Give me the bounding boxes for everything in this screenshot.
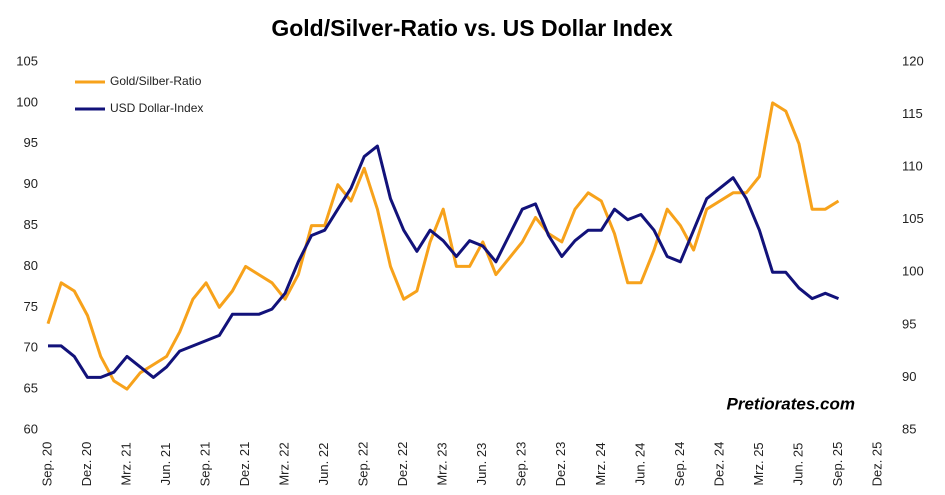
data-line — [48, 144, 840, 379]
x-tick-label: Mrz. 25 — [751, 442, 766, 485]
legend-label: USD Dollar-Index — [110, 101, 203, 115]
x-tick-label: Sep. 25 — [830, 442, 845, 487]
y-tick-label: 90 — [24, 176, 38, 191]
x-tick-label: Sep. 23 — [514, 442, 529, 487]
x-tick-label: Jun. 25 — [790, 443, 805, 486]
data-line — [46, 101, 840, 391]
x-tick-label: Sep. 21 — [198, 442, 213, 487]
y2-tick-label: 120 — [902, 53, 924, 68]
x-tick-label: Mrz. 22 — [277, 442, 292, 485]
x-tick-label: Dez. 21 — [237, 442, 252, 487]
y2-tick-label: 100 — [902, 264, 924, 279]
y-tick-label: 100 — [16, 94, 38, 109]
y-tick-label: 60 — [24, 421, 38, 436]
y-tick-label: 80 — [24, 258, 38, 273]
x-tick-label: Jun. 23 — [474, 443, 489, 486]
x-tick-label: Jun. 24 — [632, 443, 647, 486]
x-tick-label: Dez. 24 — [711, 442, 726, 487]
legend-label: Gold/Silber-Ratio — [110, 74, 202, 88]
x-tick-label: Mrz. 21 — [118, 442, 133, 485]
x-tick-label: Jun. 22 — [316, 443, 331, 486]
x-tick-label: Sep. 20 — [39, 442, 54, 487]
x-tick-label: Mrz. 24 — [593, 442, 608, 485]
y2-tick-label: 105 — [902, 211, 924, 226]
chart-title: Gold/Silver-Ratio vs. US Dollar Index — [271, 15, 673, 41]
x-tick-label: Sep. 22 — [356, 442, 371, 487]
x-tick-label: Mrz. 23 — [435, 442, 450, 485]
x-tick-label: Jun. 21 — [158, 443, 173, 486]
x-tick-label: Dez. 23 — [553, 442, 568, 487]
y2-tick-label: 110 — [902, 159, 923, 174]
x-tick-label: Sep. 24 — [672, 442, 687, 487]
y-tick-label: 65 — [24, 381, 38, 396]
x-tick-label: Dez. 20 — [79, 442, 94, 487]
watermark: Pretiorates.com — [727, 394, 856, 413]
x-tick-label: Dez. 25 — [869, 442, 884, 487]
y-tick-label: 75 — [24, 299, 38, 314]
y-tick-label: 105 — [16, 53, 38, 68]
y2-tick-label: 90 — [902, 369, 916, 384]
y-tick-label: 95 — [24, 135, 38, 150]
y-tick-label: 70 — [24, 340, 38, 355]
y2-tick-label: 115 — [902, 106, 923, 121]
y2-tick-label: 95 — [902, 316, 916, 331]
y-tick-label: 85 — [24, 217, 38, 232]
x-tick-label: Dez. 22 — [395, 442, 410, 487]
y2-tick-label: 85 — [902, 421, 916, 436]
